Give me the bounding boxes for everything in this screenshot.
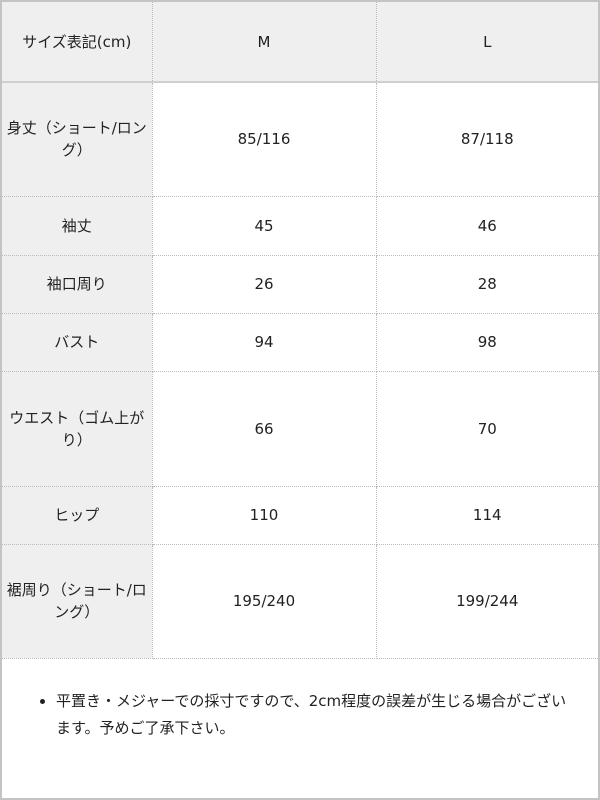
row-label: 身丈（ショート/ロング） — [2, 82, 153, 197]
header-size-label: サイズ表記(cm) — [2, 2, 153, 83]
table-row: ウエスト（ゴム上がり） 66 70 — [2, 371, 598, 487]
cell-m: 195/240 — [152, 544, 377, 659]
table-row: バスト 94 98 — [2, 313, 598, 372]
row-label: 袖口周り — [2, 255, 153, 314]
table-row: 袖丈 45 46 — [2, 196, 598, 256]
table-row: 裾周り（ショート/ロング） 195/240 199/244 — [2, 544, 598, 659]
cell-l: 199/244 — [376, 544, 598, 659]
row-label: バスト — [2, 313, 153, 372]
note-text: 平置き・メジャーでの採寸ですので、2cm程度の誤差が生じる場合がございます。予め… — [56, 688, 578, 742]
measurement-note: 平置き・メジャーでの採寸ですので、2cm程度の誤差が生じる場合がございます。予め… — [38, 688, 578, 742]
cell-m: 66 — [152, 371, 377, 487]
table-row: 身丈（ショート/ロング） 85/116 87/118 — [2, 82, 598, 197]
row-label: 裾周り（ショート/ロング） — [2, 544, 153, 659]
cell-l: 98 — [376, 313, 598, 372]
size-table: サイズ表記(cm) M L 身丈（ショート/ロング） 85/116 87/118… — [2, 2, 598, 659]
table-row: ヒップ 110 114 — [2, 486, 598, 545]
row-label: ウエスト（ゴム上がり） — [2, 371, 153, 487]
cell-m: 94 — [152, 313, 377, 372]
cell-l: 87/118 — [376, 82, 598, 197]
row-label: 袖丈 — [2, 196, 153, 256]
cell-l: 114 — [376, 486, 598, 545]
cell-l: 46 — [376, 196, 598, 256]
header-l: L — [376, 2, 598, 83]
cell-m: 26 — [152, 255, 377, 314]
cell-m: 85/116 — [152, 82, 377, 197]
cell-m: 110 — [152, 486, 377, 545]
table-row: 袖口周り 26 28 — [2, 255, 598, 314]
header-m: M — [152, 2, 377, 83]
cell-l: 28 — [376, 255, 598, 314]
cell-l: 70 — [376, 371, 598, 487]
header-row: サイズ表記(cm) M L — [2, 2, 598, 83]
row-label: ヒップ — [2, 486, 153, 545]
cell-m: 45 — [152, 196, 377, 256]
